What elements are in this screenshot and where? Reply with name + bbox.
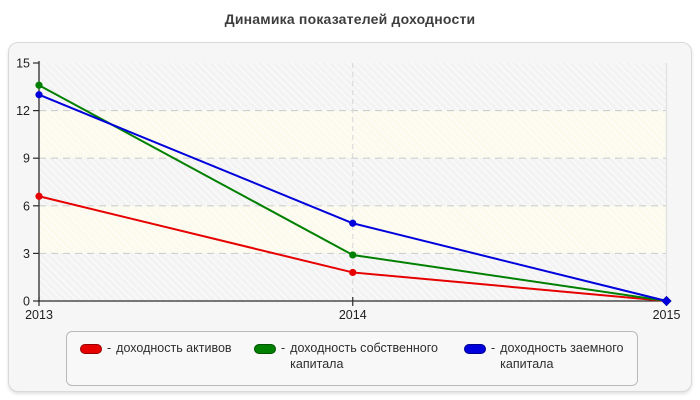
y-tick-label: 3: [23, 247, 30, 261]
y-tick-label: 12: [16, 104, 30, 118]
legend-label-borrowed: доходность заемного капитала: [500, 341, 624, 371]
series-2-end-marker: [661, 296, 672, 306]
chart-title: Динамика показателей доходности: [224, 11, 476, 27]
axis-tick-labels: 0 3 6 9 12 15 2013 2014 2015: [16, 57, 680, 323]
series-2-marker: [35, 91, 43, 99]
series-1-marker: [35, 81, 43, 89]
legend-item-assets: - доходность активов: [80, 341, 254, 357]
y-tick-label: 15: [16, 57, 30, 71]
data-series: [35, 81, 672, 306]
legend-swatch-equity: [254, 344, 276, 354]
y-tick-label: 6: [23, 199, 30, 213]
legend-swatch-assets: [80, 344, 102, 354]
legend-item-equity: - доходность собственного капитала: [254, 341, 464, 372]
legend-dash: -: [107, 341, 112, 355]
legend: - доходность активов - доходность собств…: [66, 331, 638, 386]
x-tick-label: 2013: [25, 308, 53, 322]
y-tick-label: 9: [23, 152, 30, 166]
axes: [33, 61, 668, 306]
y-tick-label: 0: [23, 295, 30, 309]
legend-dash: -: [281, 341, 286, 355]
series-1-marker: [349, 251, 357, 259]
legend-label-assets: доходность активов: [116, 341, 232, 355]
legend-label-equity: доходность собственного капитала: [290, 341, 438, 371]
legend-dash: -: [491, 341, 496, 355]
legend-item-borrowed: - доходность заемного капитала: [464, 341, 632, 372]
series-0-marker: [349, 268, 357, 277]
series-2-marker: [349, 219, 357, 227]
series-0-marker: [35, 192, 43, 200]
x-tick-label: 2014: [339, 308, 367, 322]
x-tick-label: 2015: [653, 308, 681, 322]
legend-swatch-borrowed: [464, 344, 486, 354]
plot-area: 0 3 6 9 12 15 2013 2014 2015: [16, 57, 680, 323]
chart-panel: 0 3 6 9 12 15 2013 2014 2015 - доходность активо…: [8, 42, 692, 392]
